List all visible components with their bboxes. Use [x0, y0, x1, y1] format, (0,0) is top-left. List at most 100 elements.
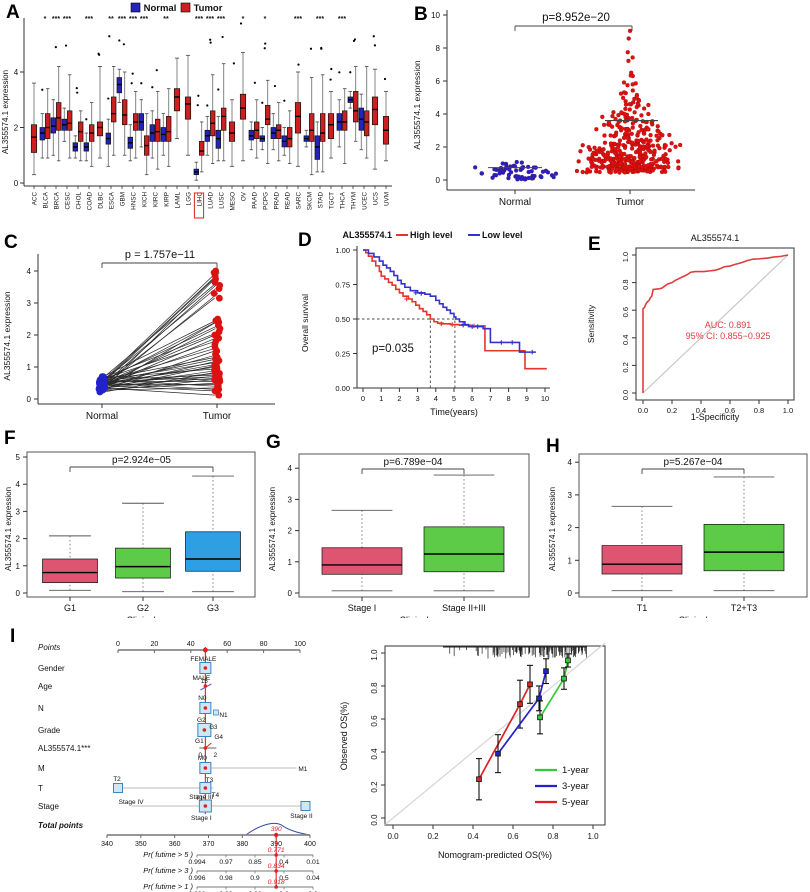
svg-text:Time(years): Time(years) — [430, 407, 478, 417]
svg-text:KIRP: KIRP — [164, 192, 171, 207]
svg-text:1.00: 1.00 — [335, 246, 350, 255]
svg-text:0.25: 0.25 — [335, 350, 350, 359]
svg-text:Low level: Low level — [482, 230, 523, 240]
svg-text:DLBC: DLBC — [98, 192, 105, 209]
svg-text:Observed OS(%): Observed OS(%) — [339, 702, 349, 771]
panel-label-b: B — [414, 4, 428, 25]
svg-text:G1: G1 — [195, 738, 204, 745]
svg-text:FEMALE: FEMALE — [190, 656, 217, 663]
svg-text:2: 2 — [436, 143, 441, 152]
svg-text:OV: OV — [241, 191, 248, 201]
svg-text:***: *** — [338, 16, 346, 23]
svg-text:380: 380 — [236, 841, 248, 848]
svg-text:80: 80 — [260, 641, 268, 648]
panel-label-e: E — [588, 234, 601, 255]
panel-e-chart: 0.0 0.0 0.2 0.2 0.4 0.4 0.6 0.6 0.8 0.8 1.0 1.0 1-Sp… — [586, 233, 795, 422]
svg-text:p=5.267e−04: p=5.267e−04 — [664, 457, 723, 468]
svg-text:READ: READ — [285, 192, 292, 210]
svg-text:Stage I: Stage I — [348, 603, 377, 613]
svg-text:Gender: Gender — [38, 664, 65, 673]
svg-text:BRCA: BRCA — [54, 191, 61, 209]
svg-text:T3: T3 — [206, 777, 214, 784]
svg-text:THYM: THYM — [351, 192, 358, 210]
svg-text:UVM: UVM — [384, 192, 391, 206]
svg-text:4: 4 — [434, 394, 438, 403]
svg-text:***: *** — [129, 16, 137, 23]
svg-text:Total points: Total points — [38, 821, 84, 830]
svg-text:Nomogram-predicted OS(%): Nomogram-predicted OS(%) — [438, 850, 552, 860]
svg-text:ACC: ACC — [32, 192, 39, 206]
svg-text:***: *** — [206, 16, 214, 23]
svg-text:0.6: 0.6 — [370, 715, 379, 727]
panel-g-chart: 0 1 2 3 4 AL355574.1 expression Stage I Stage I… — [268, 453, 530, 625]
panel-c-paired-plot: 0 1 2 3 4 AL355574.1 expression Normal Tumor p =… — [0, 228, 292, 424]
svg-text:0: 0 — [436, 176, 441, 185]
svg-text:340: 340 — [101, 841, 113, 848]
svg-text:Normal: Normal — [144, 3, 177, 14]
svg-text:4: 4 — [436, 110, 441, 119]
svg-text:G2: G2 — [197, 717, 206, 724]
svg-text:Grade: Grade — [38, 726, 61, 735]
svg-text:p=2.924e−05: p=2.924e−05 — [112, 455, 171, 466]
svg-text:Pr( futime > 3 ): Pr( futime > 3 ) — [143, 866, 193, 875]
svg-text:4: 4 — [16, 480, 21, 489]
svg-text:4: 4 — [568, 458, 573, 467]
svg-text:0: 0 — [14, 179, 19, 188]
svg-text:0.8: 0.8 — [754, 406, 764, 415]
svg-text:0.85: 0.85 — [248, 859, 261, 866]
svg-text:***: *** — [217, 16, 225, 23]
svg-text:0.771: 0.771 — [268, 847, 285, 854]
svg-text:1.0: 1.0 — [587, 832, 599, 841]
svg-text:Tumor: Tumor — [194, 3, 223, 14]
svg-text:LAML: LAML — [175, 192, 182, 209]
svg-text:AL355574.1 expression: AL355574.1 expression — [548, 487, 557, 571]
svg-text:PCPG: PCPG — [263, 192, 270, 210]
panel-b-chart: 0 2 4 6 8 10 AL355574.1 expression Normal Tumor p… — [412, 10, 695, 208]
svg-text:1-Specificity: 1-Specificity — [691, 412, 740, 422]
svg-text:Points: Points — [38, 643, 60, 652]
svg-text:G4: G4 — [214, 734, 223, 741]
svg-text:0.4: 0.4 — [621, 335, 630, 345]
svg-text:0.8: 0.8 — [370, 682, 379, 694]
svg-text:7: 7 — [488, 394, 492, 403]
svg-text:6: 6 — [436, 77, 441, 86]
svg-text:0.0: 0.0 — [621, 390, 630, 400]
svg-text:MESO: MESO — [230, 192, 237, 211]
svg-text:Tumor: Tumor — [203, 411, 232, 422]
panel-b-beeswarm: 0 2 4 6 8 10 AL355574.1 expression Normal Tumor p… — [400, 0, 810, 228]
panel-i-calibration-chart: 0.0 0.0 0.2 0.2 0.4 0.4 0.6 0.6 0.8 0.8 1.0 1.0 Nomo… — [339, 642, 606, 860]
svg-text:KICH: KICH — [142, 192, 149, 207]
svg-text:2: 2 — [397, 394, 401, 403]
svg-text:2: 2 — [16, 535, 21, 544]
panel-label-f: F — [4, 428, 16, 449]
svg-text:0.6: 0.6 — [725, 406, 735, 415]
svg-text:Stage I: Stage I — [191, 815, 212, 822]
svg-text:N: N — [38, 704, 44, 713]
svg-text:0: 0 — [361, 394, 365, 403]
svg-text:AL355574.1 expression: AL355574.1 expression — [412, 60, 422, 150]
svg-text:0.0: 0.0 — [638, 406, 648, 415]
panel-label-i: I — [10, 626, 16, 647]
svg-text:2: 2 — [288, 527, 293, 536]
svg-text:*: * — [44, 16, 47, 23]
svg-text:0.994: 0.994 — [188, 859, 205, 866]
svg-text:95% CI: 0.855−0.925: 95% CI: 0.855−0.925 — [686, 331, 771, 341]
svg-text:KIRC: KIRC — [153, 192, 160, 207]
svg-text:Stage II: Stage II — [290, 813, 313, 820]
svg-text:CHOL: CHOL — [76, 192, 83, 210]
svg-text:Stage IV: Stage IV — [119, 799, 145, 806]
svg-text:350: 350 — [135, 841, 147, 848]
svg-text:0.00: 0.00 — [335, 384, 350, 393]
svg-text:AL355574.1***: AL355574.1*** — [38, 744, 91, 753]
svg-text:HNSC: HNSC — [131, 192, 138, 210]
svg-text:0.5: 0.5 — [279, 875, 289, 882]
panel-h-chart: 0 1 2 3 4 AL355574.1 expression T1 T2+T3 p=5.267… — [548, 453, 808, 625]
svg-text:LUSC: LUSC — [219, 192, 226, 209]
svg-text:0.01: 0.01 — [306, 859, 319, 866]
svg-text:Overall survival: Overall survival — [300, 294, 310, 352]
svg-text:3-year: 3-year — [562, 781, 589, 792]
svg-text:***: *** — [85, 16, 93, 23]
svg-text:0.98: 0.98 — [219, 875, 232, 882]
svg-text:15: 15 — [201, 679, 208, 685]
